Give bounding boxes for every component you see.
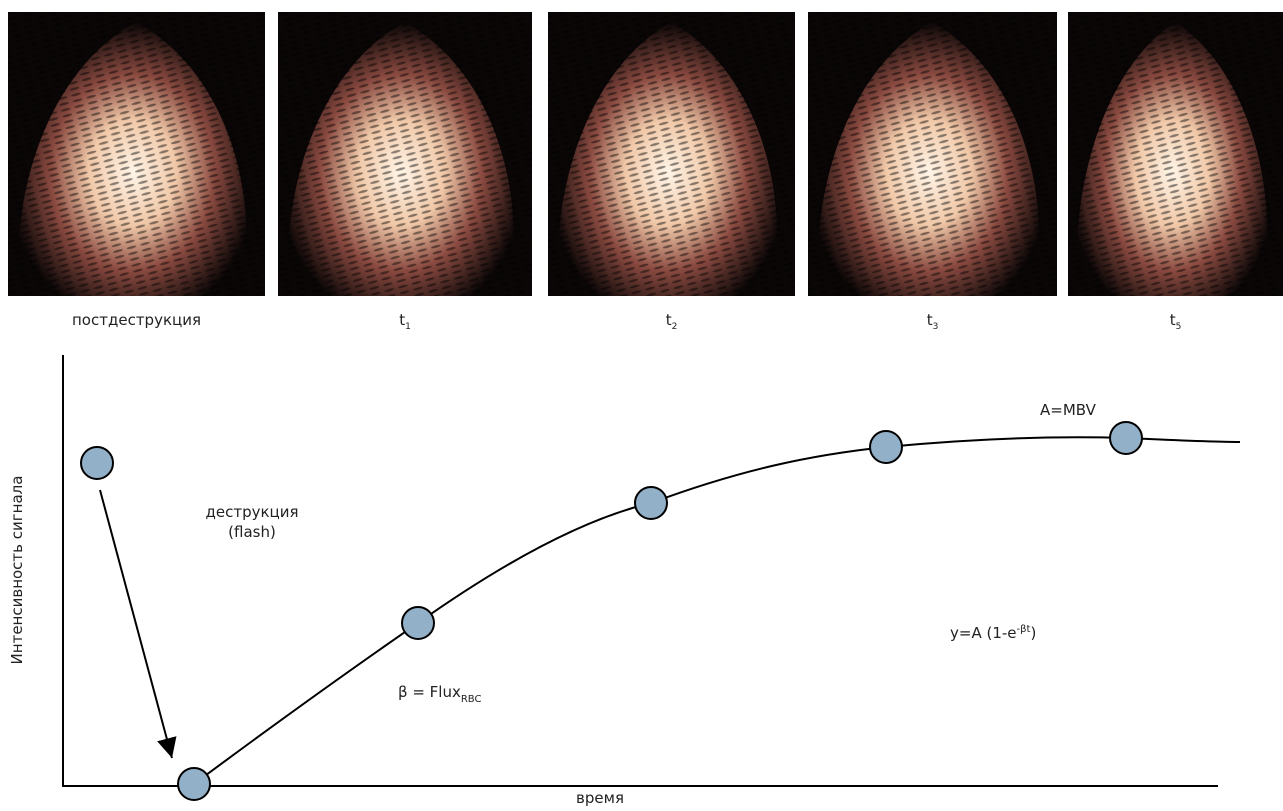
point bbox=[402, 607, 434, 639]
formula-base: y=A (1-e bbox=[950, 624, 1017, 642]
caption-subscript: 5 bbox=[1176, 322, 1182, 332]
speckle bbox=[8, 12, 265, 296]
speckle bbox=[808, 12, 1057, 296]
caption-subscript: 2 bbox=[672, 322, 678, 332]
image-caption: постдеструкция bbox=[72, 311, 201, 329]
wash-in-curve bbox=[194, 437, 1240, 784]
destruction-arrow bbox=[100, 490, 172, 758]
x-axis-label: время bbox=[576, 789, 624, 807]
point bbox=[635, 487, 667, 519]
destruction-label: деструкция bbox=[205, 503, 298, 521]
point bbox=[1110, 422, 1142, 454]
speckle bbox=[278, 12, 532, 296]
formula: y=A (1-e-βt) bbox=[950, 624, 1036, 642]
echo-image bbox=[808, 12, 1057, 296]
echo-image bbox=[548, 12, 795, 296]
speckle bbox=[548, 12, 795, 296]
echo-image bbox=[8, 12, 265, 296]
point bbox=[178, 768, 210, 800]
speckle bbox=[1068, 12, 1283, 296]
figure: постдеструкция t1 t2 t3 t5 Интенсивность сиг… bbox=[0, 0, 1283, 807]
image-caption: t3 bbox=[927, 311, 939, 332]
beta-base: β = Flux bbox=[398, 683, 461, 701]
echo-images bbox=[8, 12, 1283, 296]
echo-image bbox=[1068, 12, 1283, 296]
image-caption: t2 bbox=[666, 311, 678, 332]
plateau-label: A=MBV bbox=[1040, 401, 1097, 419]
caption-subscript: 3 bbox=[933, 322, 939, 332]
flash-label: (flash) bbox=[228, 523, 276, 541]
beta-subscript: RBC bbox=[461, 694, 482, 705]
echo-image bbox=[278, 12, 532, 296]
points bbox=[81, 422, 1142, 800]
caption-text: постдеструкция bbox=[72, 311, 201, 329]
point bbox=[870, 431, 902, 463]
image-caption: t1 bbox=[399, 311, 411, 332]
image-caption: t5 bbox=[1170, 311, 1182, 332]
formula-exponent: -βt bbox=[1017, 624, 1031, 635]
captions: постдеструкция t1 t2 t3 t5 bbox=[72, 311, 1181, 332]
point bbox=[81, 447, 113, 479]
y-axis-label: Интенсивность сигнала bbox=[8, 476, 26, 665]
caption-subscript: 1 bbox=[405, 322, 411, 332]
beta-label: β = FluxRBC bbox=[398, 683, 481, 705]
formula-close: ) bbox=[1030, 624, 1036, 642]
